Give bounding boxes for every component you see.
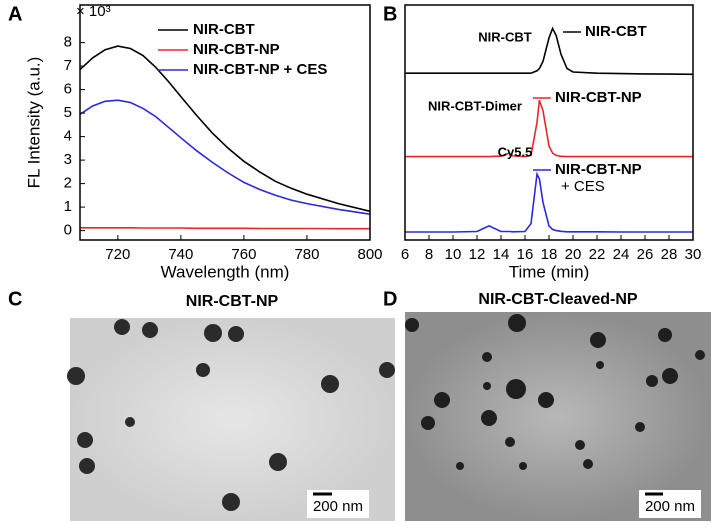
- tem-image-d: [405, 312, 711, 521]
- image-title: NIR-CBT-Cleaved-NP: [478, 291, 637, 308]
- particle: [596, 361, 604, 369]
- x-tick-label: 14: [493, 246, 510, 263]
- particle: [222, 493, 240, 511]
- y-tick-label: 4: [64, 128, 72, 145]
- panel-label: A: [8, 3, 22, 25]
- panel-label: D: [383, 288, 397, 310]
- particle: [434, 392, 450, 408]
- particle: [405, 318, 419, 332]
- particle: [379, 362, 395, 378]
- y-multiplier: × 10³: [76, 3, 111, 20]
- particle: [456, 462, 464, 470]
- x-tick-label: 800: [357, 246, 382, 263]
- particle: [321, 375, 339, 393]
- x-tick-label: 26: [637, 246, 654, 263]
- particle: [482, 352, 492, 362]
- x-tick-label: 6: [401, 246, 409, 263]
- particle: [508, 314, 526, 332]
- x-tick-label: 30: [685, 246, 702, 263]
- series-line: [405, 99, 693, 158]
- annotation: NIR-CBT: [478, 29, 531, 44]
- panel-label: C: [8, 288, 22, 310]
- x-tick-label: 22: [589, 246, 606, 263]
- particle: [77, 432, 93, 448]
- particle: [67, 367, 85, 385]
- plot-frame: [79, 4, 371, 241]
- y-tick-label: 2: [64, 175, 72, 192]
- x-tick-label: 20: [565, 246, 582, 263]
- y-tick-label: 3: [64, 151, 72, 168]
- x-tick-label: 28: [661, 246, 678, 263]
- legend-label: NIR-CBT-NP + CES: [193, 61, 327, 78]
- particle: [506, 379, 526, 399]
- legend-label: NIR-CBT: [585, 23, 647, 40]
- legend-label: NIR-CBT-NP + CES: [555, 161, 642, 195]
- x-tick-label: 760: [231, 246, 256, 263]
- x-axis-label: Time (min): [509, 262, 590, 281]
- particle: [481, 410, 497, 426]
- series-line: [405, 26, 694, 76]
- y-tick-label: 8: [64, 34, 72, 51]
- particle: [538, 392, 554, 408]
- y-tick-label: 1: [64, 198, 72, 215]
- y-axis-label: FL Intensity (a.u.): [24, 57, 43, 189]
- series-line: [79, 45, 371, 213]
- particle: [269, 453, 287, 471]
- particle: [421, 416, 435, 430]
- series-line: [405, 171, 693, 233]
- x-tick-label: 8: [425, 246, 433, 263]
- particle: [228, 326, 244, 342]
- annotation: NIR-CBT-Dimer: [428, 98, 522, 113]
- x-tick-label: 12: [469, 246, 486, 263]
- panel-label: B: [383, 3, 397, 25]
- legend-label: NIR-CBT: [193, 21, 255, 38]
- series-line: [80, 227, 370, 230]
- particle: [658, 328, 672, 342]
- particle: [79, 458, 95, 474]
- particle: [483, 382, 491, 390]
- legend-label: NIR-CBT-NP: [555, 89, 642, 106]
- tem-image-c: [70, 318, 395, 521]
- particle: [125, 417, 135, 427]
- image-title: NIR-CBT-NP: [186, 293, 279, 310]
- scale-label: 200 nm: [645, 498, 695, 515]
- particle: [204, 324, 222, 342]
- y-tick-label: 5: [64, 104, 72, 121]
- x-tick-label: 18: [541, 246, 558, 263]
- particle: [114, 319, 130, 335]
- particle: [505, 437, 515, 447]
- x-tick-label: 720: [105, 246, 130, 263]
- x-tick-label: 740: [168, 246, 193, 263]
- series-line: [79, 99, 371, 215]
- x-tick-label: 780: [294, 246, 319, 263]
- particle: [575, 440, 585, 450]
- annotation: Cy5.5: [498, 144, 533, 159]
- x-tick-label: 10: [445, 246, 462, 263]
- y-tick-label: 7: [64, 57, 72, 74]
- x-tick-label: 24: [613, 246, 630, 263]
- scale-label: 200 nm: [313, 498, 363, 515]
- particle: [142, 322, 158, 338]
- particle: [695, 350, 705, 360]
- particle: [646, 375, 658, 387]
- particle: [590, 332, 606, 348]
- particle: [662, 368, 678, 384]
- particle: [519, 462, 527, 470]
- particle: [583, 459, 593, 469]
- y-tick-label: 6: [64, 81, 72, 98]
- legend-label: NIR-CBT-NP: [193, 41, 280, 58]
- particle: [196, 363, 210, 377]
- particle: [635, 422, 645, 432]
- y-tick-label: 0: [64, 222, 72, 239]
- x-tick-label: 16: [517, 246, 534, 263]
- x-axis-label: Wavelength (nm): [161, 262, 290, 281]
